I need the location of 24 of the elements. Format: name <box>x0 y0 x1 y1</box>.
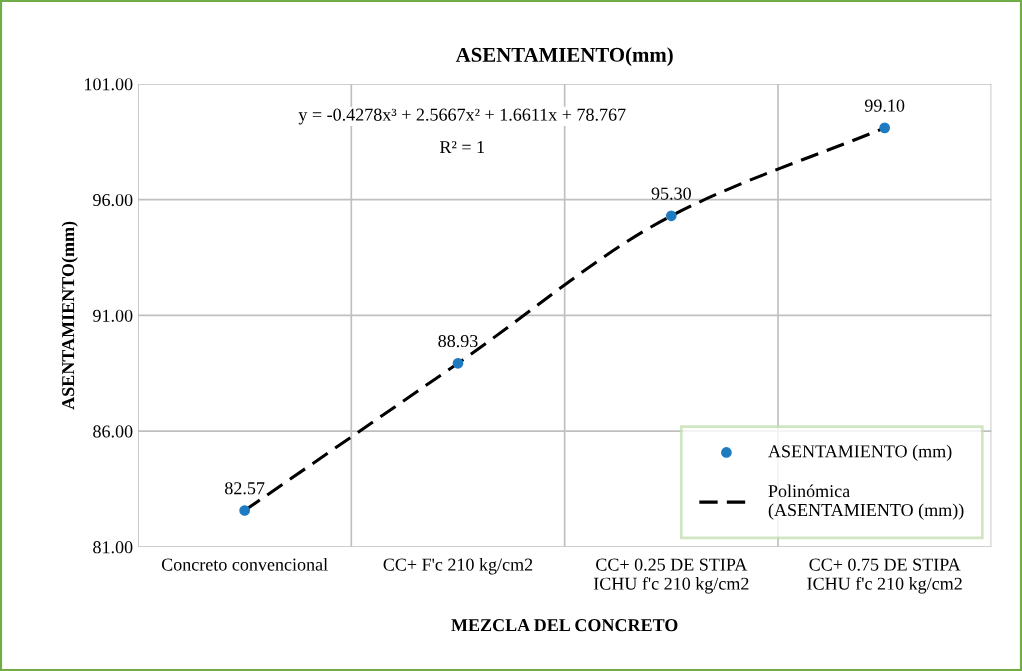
y-axis-title: ASENTAMIENTO(mm) <box>61 221 78 410</box>
x-axis-title: MEZCLA DEL CONCRETO <box>451 619 678 632</box>
data-label: 82.57 <box>225 482 265 495</box>
point <box>879 122 891 134</box>
chart-title: ASENTAMIENTO(mm) <box>455 47 673 67</box>
legend-label: Polinómica (ASENTAMIENTO (mm)) <box>768 484 964 520</box>
x-tick-label: CC+ 0.75 DE STIPA ICHU f'c 210 kg/cm2 <box>807 558 962 594</box>
legend-label: ASENTAMIENTO (mm) <box>768 444 952 462</box>
point <box>665 210 677 222</box>
data-label: 95.30 <box>651 187 691 200</box>
y-tick-label: 96.00 <box>93 193 133 207</box>
data-label: 88.93 <box>438 334 478 348</box>
x-tick-label: CC+ 0.25 DE STIPA ICHU f'c 210 kg/cm2 <box>593 558 749 594</box>
point <box>452 357 464 369</box>
x-tick-label: CC+ F'c 210 kg/cm2 <box>383 557 533 575</box>
annotation: R² = 1 <box>439 141 485 154</box>
annotation: y = -0.4278x³ + 2.5667x² + 1.6611x + 78.767 <box>298 108 626 125</box>
data-label: 99.10 <box>864 99 905 112</box>
y-tick-label: 81.00 <box>93 541 133 554</box>
point <box>239 505 250 516</box>
y-tick-label: 91.00 <box>93 309 133 322</box>
y-tick-label: 101.00 <box>85 78 133 91</box>
x-tick-label: Concreto convencional <box>161 557 328 571</box>
y-tick-label: 86.00 <box>93 425 133 438</box>
